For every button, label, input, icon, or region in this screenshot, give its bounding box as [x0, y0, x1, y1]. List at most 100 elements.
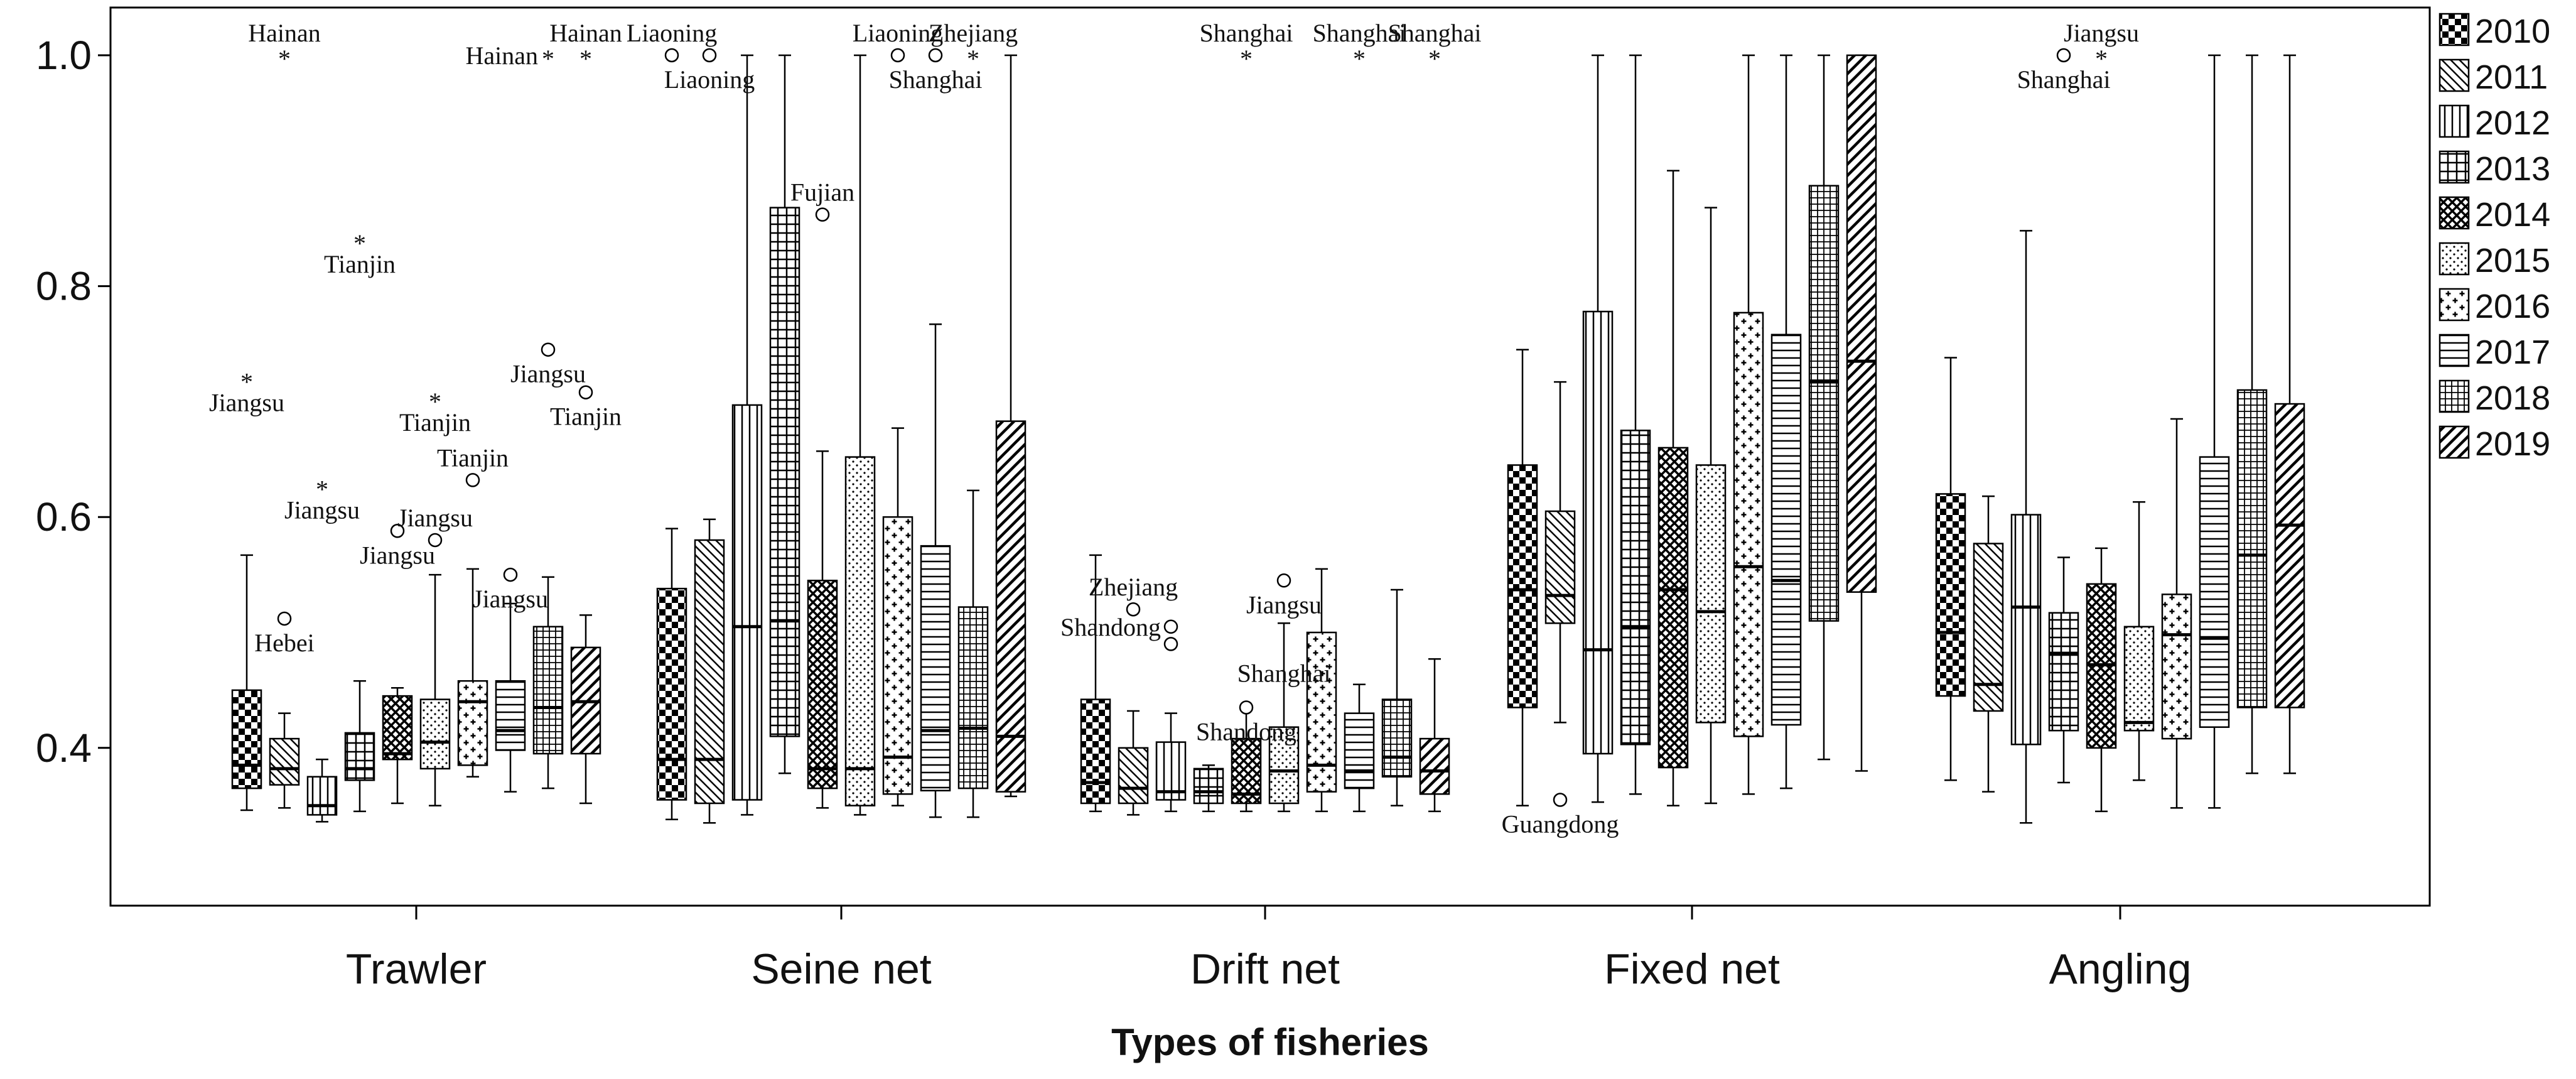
box-body — [1268, 726, 1300, 805]
box-body — [1733, 312, 1764, 737]
outlier: Liaoning — [853, 19, 943, 63]
box-body — [1770, 333, 1802, 726]
outlier: Shandong — [1196, 700, 1296, 746]
outlier-label: Liaoning — [627, 19, 717, 47]
outlier-circle — [1163, 637, 1178, 651]
box-body — [2048, 612, 2079, 732]
box-body — [2161, 594, 2192, 740]
legend-item: 2015 — [2439, 242, 2550, 279]
box-body — [920, 545, 951, 792]
box-2011 — [269, 712, 300, 809]
legend-label: 2016 — [2475, 288, 2550, 325]
box-2013 — [344, 680, 375, 813]
box-body — [882, 516, 913, 795]
box-body — [656, 587, 687, 801]
box-body — [1620, 430, 1651, 746]
box-2016 — [1306, 568, 1337, 813]
outlier-label: Jiangsu — [1246, 590, 1322, 619]
box-body — [495, 680, 526, 751]
box-body — [1582, 310, 1614, 755]
box-2011 — [1118, 710, 1149, 816]
outlier-label: Jiangsu — [473, 585, 548, 613]
outlier: Guangdong — [1502, 793, 1619, 838]
box-2012 — [731, 54, 763, 816]
box-body — [1544, 510, 1576, 624]
box-2015 — [2123, 501, 2155, 781]
x-axis-label: Types of fisheries — [1111, 1021, 1429, 1063]
box-body — [2199, 456, 2230, 728]
box-2014 — [382, 686, 413, 805]
box-body — [1344, 712, 1375, 789]
legend-swatch — [2439, 425, 2470, 459]
box-2010 — [1507, 349, 1538, 806]
legend-item: 2014 — [2439, 196, 2550, 234]
outlier-circle — [503, 567, 518, 582]
outlier-label: Shanghai — [1388, 19, 1482, 47]
outlier: Liaoning — [627, 19, 717, 63]
box-2015 — [1695, 207, 1727, 805]
legend-swatch — [2439, 333, 2470, 367]
outlier-label: Hainan — [549, 19, 622, 47]
category-label: Drift net — [1190, 945, 1340, 993]
outlier-label: Hainan — [465, 41, 538, 70]
box-2015 — [1268, 622, 1300, 813]
outlier: Shanghai — [1237, 659, 1331, 687]
box-2012 — [2010, 230, 2042, 824]
category-label: Trawler — [346, 945, 487, 993]
outlier-label: Fujian — [790, 178, 854, 207]
box-2019 — [1846, 54, 1877, 772]
outlier-label: Tianjin — [550, 403, 622, 431]
outlier: Jiangsu — [510, 342, 586, 388]
box-2019 — [570, 614, 601, 805]
box-body — [1419, 737, 1450, 795]
box-body — [382, 695, 413, 761]
outlier: Zhejiang — [1089, 573, 1178, 617]
outlier-circle — [928, 48, 943, 63]
box-body — [731, 404, 763, 801]
outlier-label: Jiangsu — [360, 541, 435, 569]
outlier: Shandong — [1060, 613, 1178, 641]
box-body — [1118, 747, 1149, 805]
outlier-label: Jiangsu — [397, 504, 473, 532]
box-2016 — [2161, 418, 2192, 809]
outlier: Jiangsu — [473, 567, 548, 613]
box-2016 — [1733, 54, 1764, 795]
box-body — [1935, 493, 1966, 697]
legend-item: 2016 — [2439, 288, 2550, 325]
legend-swatch — [2439, 104, 2470, 138]
legend-swatch — [2439, 58, 2470, 92]
y-tick-label: 0.4 — [36, 725, 92, 771]
box-body — [1695, 464, 1727, 724]
extreme-star: * — [353, 229, 366, 258]
outlier: Hebei — [254, 611, 315, 657]
outlier: *Tianjin — [324, 229, 396, 278]
outlier-label: Liaoning — [853, 19, 943, 47]
legend-label: 2018 — [2475, 379, 2550, 417]
outlier: *Shanghai — [1388, 19, 1482, 73]
outlier: *Jiangsu — [209, 368, 284, 417]
legend-swatch — [2439, 13, 2470, 46]
box-2016 — [882, 427, 913, 806]
box-body — [231, 689, 262, 789]
category-group: Guangdong — [1502, 54, 1877, 838]
outlier-label: Shanghai — [1237, 659, 1331, 687]
category-label: Fixed net — [1604, 945, 1780, 993]
box-2018 — [532, 576, 564, 789]
box-2014 — [1231, 707, 1262, 813]
outlier-label: Jiangsu — [2064, 19, 2139, 47]
box-2012 — [1155, 712, 1187, 813]
outlier-label: Jiangsu — [510, 360, 586, 388]
outlier: *Hainan — [248, 19, 321, 73]
box-2018 — [957, 489, 989, 818]
outlier-label: Guangdong — [1502, 810, 1619, 838]
box-body — [1193, 767, 1224, 805]
box-body — [419, 698, 451, 770]
box-body — [1306, 631, 1337, 793]
outlier: Liaoning — [664, 48, 755, 94]
box-2011 — [1973, 495, 2004, 793]
outlier-label: Hebei — [254, 629, 315, 657]
outlier-circle — [2056, 48, 2071, 63]
x-axis: Trawler Seine net Drift net Fixed net Anglin… — [346, 906, 2191, 993]
legend-swatch — [2439, 196, 2470, 230]
box-body — [1808, 185, 1840, 622]
